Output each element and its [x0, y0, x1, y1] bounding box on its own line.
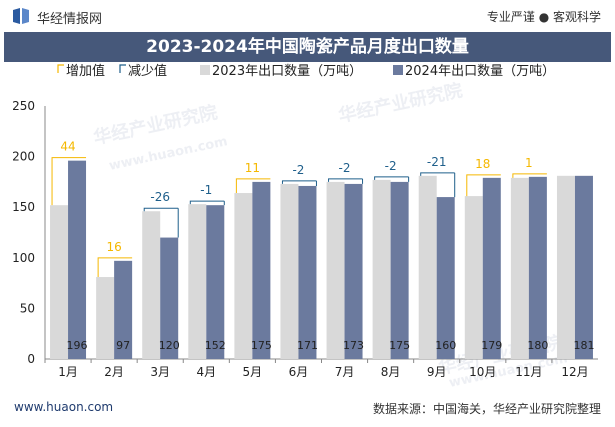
- legend-increase-marker: [57, 64, 64, 73]
- x-tick-label: 2月: [104, 365, 124, 379]
- footer-url: www.huaon.com: [14, 400, 114, 414]
- bar-2024: [252, 181, 271, 359]
- legend: 增加值 减少值 2023年出口数量（万吨） 2024年出口数量（万吨）: [57, 63, 555, 79]
- change-label: -1: [200, 183, 212, 197]
- change-label: -2: [385, 159, 397, 173]
- bar-2024-value-label: 175: [389, 339, 410, 352]
- change-connector: [466, 174, 501, 197]
- change-connector: [374, 176, 410, 182]
- bar-2024-value-label: 171: [297, 339, 318, 352]
- bar-2024: [482, 177, 501, 359]
- change-connector: [189, 200, 225, 206]
- bar-2024: [574, 175, 593, 359]
- bar-2024-value-label: 152: [205, 339, 226, 352]
- y-tick-label: 250: [12, 99, 35, 113]
- bar-2023: [142, 211, 161, 359]
- legend-2024-swatch: [393, 65, 403, 75]
- bar-2023: [372, 179, 391, 359]
- bar-2024: [114, 260, 133, 359]
- x-tick-label: 9月: [427, 365, 447, 379]
- bar-2024-value-label: 196: [67, 339, 88, 352]
- bar-2024-value-label: 175: [251, 339, 272, 352]
- bar-2024-value-label: 179: [481, 339, 502, 352]
- change-connector: [420, 172, 456, 198]
- change-connector: [143, 207, 179, 238]
- bar-2024: [68, 160, 87, 359]
- bar-2024: [298, 185, 317, 359]
- bar-2024-value-label: 180: [527, 339, 548, 352]
- x-tick-label: 10月: [469, 365, 496, 379]
- legend-2024-label: 2024年出口数量（万吨）: [405, 64, 555, 79]
- x-tick-label: 11月: [515, 365, 542, 379]
- y-tick-label: 150: [12, 200, 35, 214]
- change-label: -26: [150, 190, 170, 204]
- bar-2024: [390, 181, 409, 359]
- x-tick-label: 7月: [335, 365, 355, 379]
- bar-2023: [96, 277, 115, 359]
- change-label: -2: [339, 161, 351, 175]
- x-tick-label: 12月: [561, 365, 588, 379]
- bar-2023: [556, 175, 575, 359]
- bar-2024-value-label: 120: [159, 339, 180, 352]
- bar-2023: [188, 204, 207, 359]
- change-connector: [51, 157, 87, 206]
- legend-2023-label: 2023年出口数量（万吨）: [212, 64, 362, 79]
- legend-decrease-marker: [119, 64, 126, 73]
- x-tick-label: 1月: [58, 365, 78, 379]
- top-bar: 华经情报网 专业严谨 ● 客观科学: [0, 0, 615, 32]
- legend-2023-swatch: [200, 65, 210, 75]
- y-tick-label: 50: [20, 301, 35, 315]
- bar-2023: [464, 196, 483, 359]
- change-connector: [328, 178, 364, 184]
- change-label: 18: [475, 157, 490, 171]
- change-label: 11: [245, 161, 260, 175]
- x-tick-label: 6月: [289, 365, 309, 379]
- bar-2024-value-label: 173: [343, 339, 364, 352]
- plot-area: 0 50 100 150 200 250 196 1月 44 97 2月 16 120 3月 -26 152 4…: [12, 99, 598, 379]
- bar-2024: [160, 237, 179, 359]
- bar-2024: [528, 176, 547, 359]
- bar-2024: [436, 197, 455, 359]
- logo-icon: [13, 8, 29, 24]
- bar-2024-value-label: 160: [435, 339, 456, 352]
- legend-decrease-label: 减少值: [128, 63, 167, 79]
- x-tick-label: 4月: [196, 365, 216, 379]
- bar-2024-value-label: 181: [573, 339, 594, 352]
- change-label: -2: [292, 163, 304, 177]
- watermark-text-2: 华经产业研究院: [336, 79, 464, 127]
- change-connector: [235, 178, 271, 194]
- x-tick-label: 5月: [243, 365, 263, 379]
- change-label: 1: [525, 156, 533, 170]
- bar-2024: [206, 205, 225, 359]
- change-label: 44: [60, 140, 75, 154]
- change-connector: [281, 180, 317, 186]
- bar-2023: [418, 175, 437, 359]
- brand-name: 华经情报网: [37, 12, 103, 27]
- change-label: -21: [427, 155, 447, 169]
- y-tick-label: 0: [27, 352, 35, 366]
- bar-2024: [344, 183, 363, 359]
- bar-2023: [50, 205, 69, 359]
- change-connector: [512, 173, 547, 178]
- chart-title: 2023-2024年中国陶瓷产品月度出口数量: [4, 32, 611, 62]
- footer-source: 数据来源：中国海关，华经产业研究院整理: [372, 402, 601, 416]
- tagline: 专业严谨 ● 客观科学: [486, 10, 601, 24]
- x-tick-label: 8月: [381, 365, 401, 379]
- legend-increase-label: 增加值: [66, 63, 105, 79]
- x-tick-label: 3月: [150, 365, 170, 379]
- change-connector: [97, 257, 133, 278]
- chart-area: 华经产业研究院 华经产业研究院 华经产业研究院 www.huaon.com ww…: [12, 63, 598, 391]
- bar-2023: [326, 181, 345, 359]
- bar-2023: [280, 183, 299, 359]
- bar-2023: [510, 177, 529, 359]
- bar-2024-value-label: 97: [116, 339, 130, 352]
- change-label: 16: [106, 240, 121, 254]
- y-tick-label: 100: [12, 251, 35, 265]
- bar-2023: [234, 193, 253, 359]
- y-tick-label: 200: [12, 150, 35, 164]
